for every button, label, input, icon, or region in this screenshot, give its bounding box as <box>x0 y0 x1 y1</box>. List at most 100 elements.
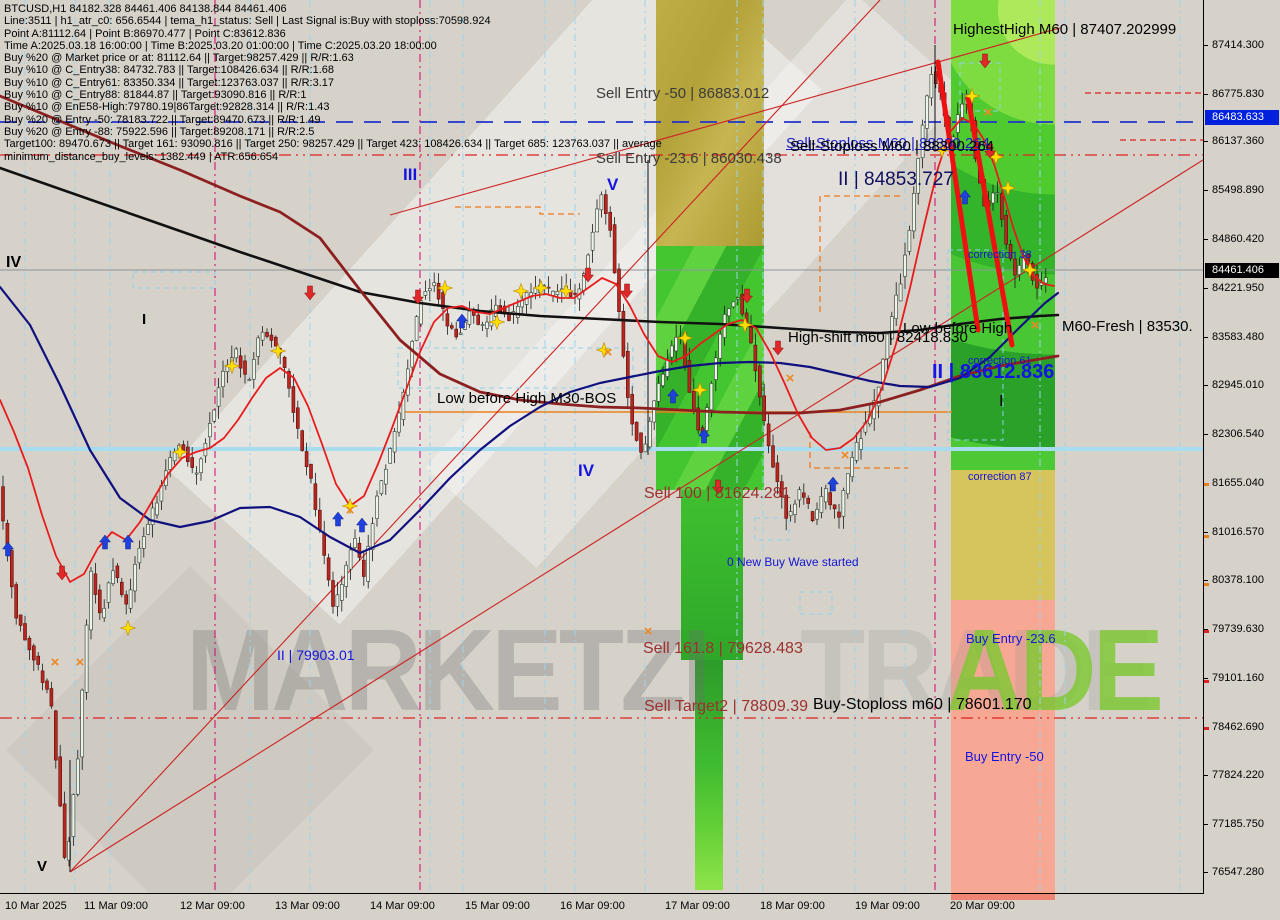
label-sell-stoploss[interactable]: Sell-Stoploss M60 | 88300.264 <box>790 138 995 155</box>
candle-body <box>150 507 155 526</box>
price-axis-tick <box>1204 872 1208 873</box>
time-axis-label: 19 Mar 09:00 <box>855 900 920 912</box>
star-marker <box>512 282 530 300</box>
time-axis-label: 20 Mar 09:00 <box>950 900 1015 912</box>
price-axis-label: 77824.220 <box>1212 769 1264 781</box>
label-wave2-79903[interactable]: II | 79903.01 <box>277 647 355 663</box>
star-marker <box>987 148 1005 166</box>
candle-body <box>903 254 907 277</box>
price-axis-label: 84221.950 <box>1212 282 1264 294</box>
label-sell-100[interactable]: Sell 100 | 81624.281 <box>644 485 791 502</box>
price-axis[interactable]: 86483.633 84461.406 87414.300 86775.830 86… <box>1204 0 1280 893</box>
candle-body <box>995 192 1000 195</box>
zigzag-line <box>965 95 1015 348</box>
label-correction-38[interactable]: correction 38 <box>968 249 1032 261</box>
time-axis-label: 11 Mar 09:00 <box>84 900 149 912</box>
candle-body <box>419 300 423 325</box>
star-marker <box>269 342 287 360</box>
price-axis-tick <box>1204 288 1208 289</box>
label-wave3-top[interactable]: III <box>403 165 418 184</box>
candle-body <box>458 332 463 335</box>
candle-body <box>933 71 938 84</box>
price-axis-label: 82945.010 <box>1212 379 1264 391</box>
candle-body <box>423 291 428 296</box>
candle-body <box>590 231 595 251</box>
candle-body <box>885 333 890 360</box>
label-sell-1618[interactable]: Sell 161.8 | 79628.483 <box>643 640 803 657</box>
label-wave5-top[interactable]: V <box>607 175 619 194</box>
candle-body <box>687 360 692 393</box>
candle-body <box>696 407 701 431</box>
candle-body <box>727 308 731 317</box>
label-buy-stoploss[interactable]: Buy-Stoploss m60 | 78601.170 <box>813 696 1032 713</box>
candle-body <box>691 390 696 412</box>
x-marker: × <box>841 447 850 464</box>
candle-body <box>295 407 300 429</box>
label-wave2-84853[interactable]: II | 84853.727 <box>838 169 954 190</box>
candle-body <box>124 594 128 605</box>
candle-body <box>23 623 27 641</box>
candle-body <box>898 283 903 302</box>
time-axis[interactable]: 10 Mar 2025 11 Mar 09:00 12 Mar 09:00 13 Ma… <box>0 894 1280 920</box>
time-axis-label: 16 Mar 09:00 <box>560 900 625 912</box>
label-wave4-mid[interactable]: IV <box>578 461 595 480</box>
candle-body <box>388 448 393 464</box>
candle-body <box>172 451 177 462</box>
dashed-box <box>799 591 833 615</box>
label-high-shift[interactable]: High-shift m60 | 82418.830 <box>788 329 968 346</box>
label-sell-entry-236[interactable]: Sell Entry -23.6 | 86030.438 <box>596 150 782 167</box>
axis-level-mark <box>1204 583 1209 586</box>
candle-body <box>326 557 331 581</box>
label-wave4-left[interactable]: IV <box>6 254 22 271</box>
candle-body <box>731 301 736 308</box>
label-buy-entry-236[interactable]: Buy Entry -23.6 <box>966 631 1056 646</box>
label-m60-fresh[interactable]: M60-Fresh | 83530. <box>1062 318 1193 335</box>
candle-body <box>212 409 216 422</box>
candle-body <box>106 582 111 603</box>
candle-body <box>674 336 679 352</box>
candle-body <box>252 359 256 380</box>
candle-body <box>749 324 753 344</box>
candle-body <box>93 573 98 595</box>
candle-body <box>850 457 855 478</box>
candle-body <box>907 229 912 252</box>
label-sell-stoploss-blue[interactable]: Sell-Stoploss M60 | 88300.264 <box>786 135 991 152</box>
candle-body <box>621 311 626 357</box>
label-low-before-high-m30bos[interactable]: Low before High M30-BOS <box>437 390 617 407</box>
label-sell-target2[interactable]: Sell Target2 | 78809.39 <box>644 698 808 715</box>
price-axis-label: 76547.280 <box>1212 866 1264 878</box>
label-wave1-left[interactable]: I <box>142 311 147 328</box>
label-wave5-bottom[interactable]: V <box>37 858 48 875</box>
candle-body <box>120 581 124 595</box>
candle-body <box>49 688 54 707</box>
price-axis-label: 87414.300 <box>1212 39 1264 51</box>
label-sell-entry-50[interactable]: Sell Entry -50 | 86883.012 <box>596 85 770 102</box>
candle-body <box>243 360 247 375</box>
star-marker <box>595 341 613 359</box>
sell-arrow-icon <box>581 267 595 283</box>
price-axis-label: 83583.480 <box>1212 331 1264 343</box>
chart-plot[interactable]: × × × × × × × × × <box>0 0 1203 893</box>
label-wave-83612[interactable]: II | 83612.836 <box>932 361 1055 383</box>
candle-body <box>58 756 63 807</box>
candle-body <box>357 542 362 558</box>
candle-body <box>586 254 591 270</box>
buy-arrow-icon <box>98 534 112 550</box>
candle-body <box>313 483 318 510</box>
trailing-step-line <box>809 432 908 469</box>
label-correction-87[interactable]: correction 87 <box>968 471 1032 483</box>
buy-arrow-icon <box>666 388 680 404</box>
candle-body <box>181 444 186 452</box>
label-highest-high[interactable]: HighestHigh M60 | 87407.202999 <box>953 21 1177 38</box>
candle-body <box>845 473 850 495</box>
chart-canvas[interactable]: MARKETZI TRADE ADE BTCUSD,H1 84182.328 8… <box>0 0 1204 894</box>
candle-body <box>656 383 661 402</box>
candle-body <box>344 564 349 587</box>
candle-body <box>841 490 846 517</box>
label-new-buy-wave[interactable]: 0 New Buy Wave started <box>727 555 859 569</box>
label-buy-entry-50[interactable]: Buy Entry -50 <box>965 749 1044 764</box>
candle-body <box>397 412 401 433</box>
candle-body <box>1 486 5 522</box>
label-wave-i-right[interactable]: I <box>999 393 1004 410</box>
candle-body <box>80 689 84 758</box>
